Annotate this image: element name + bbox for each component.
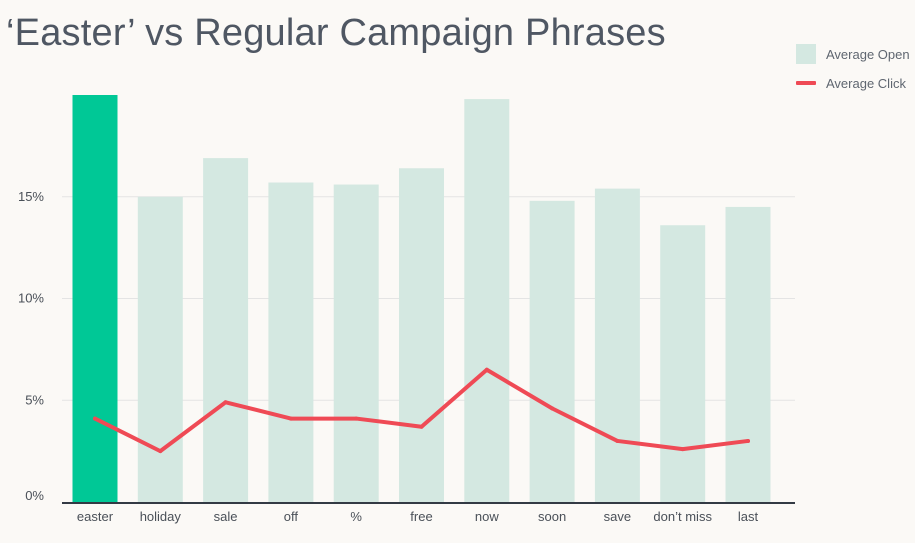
point-average-click — [550, 406, 555, 411]
y-tick-label: 5% — [25, 392, 44, 407]
legend-item-open: Average Open — [796, 44, 910, 64]
x-tick-label: last — [738, 509, 759, 524]
point-average-click — [354, 416, 359, 421]
point-average-click — [223, 400, 228, 405]
y-axis-ticks: 0% 5% 10% 15% — [18, 189, 44, 503]
x-tick-label: % — [350, 509, 362, 524]
legend-swatch-click — [796, 81, 816, 85]
point-average-click — [93, 416, 97, 421]
bar-average-open — [333, 184, 379, 503]
bar-average-open — [268, 182, 314, 502]
x-tick-label: save — [604, 509, 631, 524]
x-tick-label: holiday — [140, 509, 182, 524]
legend-label-click: Average Click — [826, 75, 906, 91]
chart-legend: Average Open Average Click — [796, 44, 910, 102]
point-average-click — [288, 416, 293, 421]
legend-label-open: Average Open — [826, 46, 910, 62]
point-average-click — [680, 447, 685, 452]
y-tick-label: 15% — [18, 189, 44, 204]
bars — [72, 95, 771, 503]
point-average-click — [419, 424, 424, 429]
x-axis-ticks: easter holiday sale off% free now soon save don’… — [77, 509, 759, 524]
point-average-click — [158, 449, 163, 454]
point-average-click — [615, 438, 620, 443]
x-tick-label: soon — [538, 509, 566, 524]
bar-average-open — [399, 168, 444, 502]
x-tick-label: off — [284, 509, 299, 524]
point-average-click — [484, 367, 489, 372]
bar-average-open — [203, 158, 249, 502]
bar-average-open — [529, 200, 575, 502]
bar-average-open — [464, 99, 510, 502]
y-tick-label: 10% — [18, 291, 44, 306]
x-tick-label: easter — [77, 509, 114, 524]
bar-average-open — [72, 95, 118, 502]
legend-item-click: Average Click — [796, 73, 910, 93]
click-line-layer — [93, 367, 750, 454]
x-tick-label: sale — [214, 509, 238, 524]
x-tick-label: don’t miss — [653, 509, 712, 524]
x-tick-label: free — [410, 509, 432, 524]
bar-average-open — [660, 225, 706, 503]
bar-average-open — [725, 206, 771, 503]
bar-average-open — [594, 188, 640, 503]
legend-swatch-open — [796, 44, 816, 64]
bar-average-open — [137, 196, 183, 502]
chart-title: ‘Easter’ vs Regular Campaign Phrases — [6, 12, 666, 54]
y-tick-label: 0% — [25, 488, 44, 503]
x-tick-label: now — [475, 509, 499, 524]
point-average-click — [746, 438, 750, 443]
